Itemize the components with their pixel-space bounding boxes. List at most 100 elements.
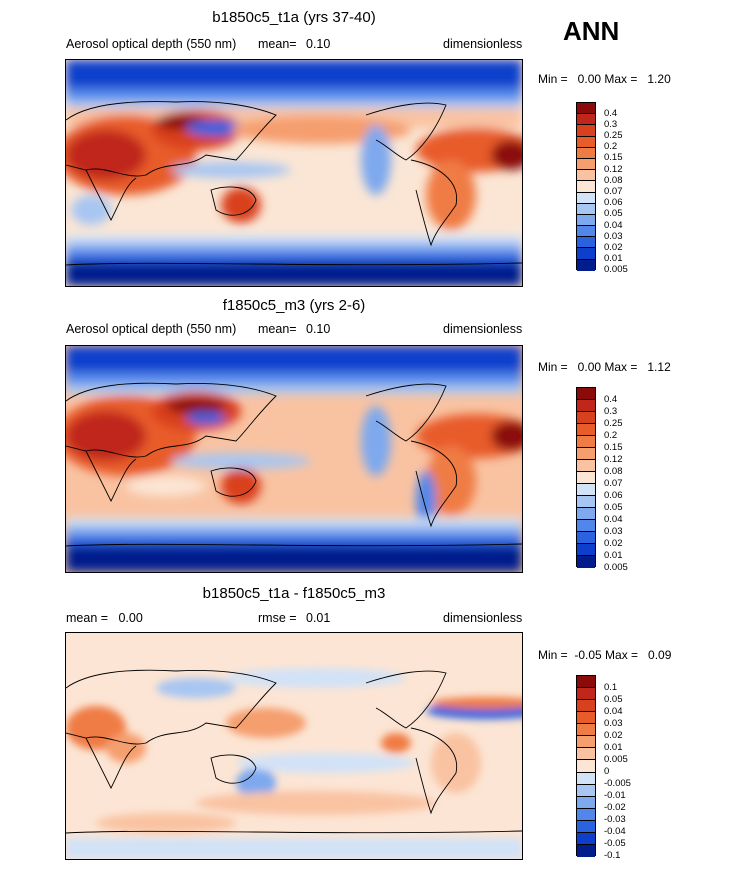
colorbar-tick-label: 0.4	[604, 394, 618, 405]
colorbar-swatch	[577, 772, 595, 785]
colorbar-swatch	[577, 181, 595, 193]
colorbar-swatch	[577, 388, 595, 400]
colorbar-swatch	[577, 520, 595, 532]
colorbar-tick-label: 0.3	[604, 406, 618, 417]
colorbar-swatch	[577, 532, 595, 544]
panel-3-minmax: Min = -0.05 Max = 0.09	[538, 648, 672, 662]
panel-2-variable-label: Aerosol optical depth (550 nm)	[66, 322, 237, 336]
colorbar-tick-label: 0.06	[604, 197, 623, 208]
panel-1-minmax: Min = 0.00 Max = 1.20	[538, 72, 671, 86]
colorbar-tick-label: -0.03	[604, 814, 626, 825]
colorbar-tick-label: 0.01	[604, 550, 623, 561]
colorbar-swatch	[577, 103, 595, 115]
colorbar-swatch	[577, 158, 595, 171]
colorbar-swatch	[577, 844, 595, 857]
colorbar-swatch	[577, 226, 595, 238]
colorbar-tick-label: 0.05	[604, 694, 623, 705]
panel-1-colorbar	[576, 102, 596, 271]
panel-2-heatmap	[66, 346, 522, 572]
colorbar-swatch	[577, 203, 595, 215]
colorbar-swatch	[577, 544, 595, 556]
colorbar-tick-label: 0.005	[604, 562, 628, 573]
panel-2-units: dimensionless	[443, 322, 523, 336]
colorbar-tick-label: 0.07	[604, 478, 623, 489]
panel-1-title: b1850c5_t1a (yrs 37-40)	[212, 9, 376, 26]
colorbar-tick-label: 0.07	[604, 186, 623, 197]
colorbar-tick-label: 0.04	[604, 706, 623, 717]
colorbar-swatch	[577, 214, 595, 227]
colorbar-tick-label: 0.02	[604, 730, 623, 741]
colorbar-swatch	[577, 136, 595, 148]
panel-1-units: dimensionless	[443, 37, 523, 51]
panel-1-map	[65, 59, 523, 287]
colorbar-tick-label: 0.005	[604, 754, 628, 765]
colorbar-tick-label: -0.005	[604, 778, 631, 789]
colorbar-tick-label: 0.4	[604, 108, 618, 119]
colorbar-swatch	[577, 796, 595, 809]
panel-1-heatmap	[66, 60, 522, 286]
colorbar-tick-label: 0.03	[604, 231, 623, 242]
panel-3-units: dimensionless	[443, 611, 523, 625]
panel-3-rmse-value: 0.01	[306, 611, 331, 625]
panel-2-minmax: Min = 0.00 Max = 1.12	[538, 360, 671, 374]
colorbar-tick-label: 0.25	[604, 130, 623, 141]
colorbar-swatch	[577, 237, 595, 249]
colorbar-swatch	[577, 724, 595, 737]
panel-2-colorbar	[576, 387, 596, 568]
colorbar-swatch	[577, 436, 595, 448]
colorbar-tick-label: 0	[604, 766, 610, 777]
panel-1-variable-label: Aerosol optical depth (550 nm)	[66, 37, 237, 51]
season-label: ANN	[563, 16, 620, 46]
panel-2-map	[65, 345, 523, 573]
colorbar-swatch	[577, 760, 595, 773]
colorbar-swatch	[577, 676, 595, 689]
colorbar-swatch	[577, 832, 595, 845]
colorbar-swatch	[577, 688, 595, 701]
colorbar-swatch	[577, 259, 595, 271]
colorbar-tick-label: 0.12	[604, 454, 623, 465]
colorbar-swatch	[577, 400, 595, 412]
colorbar-swatch	[577, 808, 595, 821]
colorbar-swatch	[577, 784, 595, 797]
colorbar-tick-label: 0.04	[604, 514, 623, 525]
colorbar-tick-label: 0.01	[604, 253, 623, 264]
colorbar-tick-label: 0.2	[604, 141, 618, 152]
colorbar-tick-label: 0.15	[604, 152, 623, 163]
colorbar-tick-label: 0.25	[604, 418, 623, 429]
colorbar-tick-label: 0.04	[604, 220, 623, 231]
panel-2-title: f1850c5_m3 (yrs 2-6)	[222, 297, 366, 314]
colorbar-swatch	[577, 448, 595, 460]
colorbar-tick-label: -0.01	[604, 790, 626, 801]
colorbar-swatch	[577, 472, 595, 484]
colorbar-swatch	[577, 712, 595, 725]
colorbar-tick-label: 0.02	[604, 538, 623, 549]
panel-3-mean: mean = 0.00	[66, 611, 143, 625]
colorbar-tick-label: 0.3	[604, 119, 618, 130]
panel-3-heatmap	[66, 633, 522, 859]
colorbar-swatch	[577, 748, 595, 761]
panel-3-rmse-label: rmse =	[258, 611, 297, 625]
colorbar-swatch	[577, 192, 595, 204]
colorbar-tick-label: -0.04	[604, 826, 626, 837]
colorbar-swatch	[577, 424, 595, 436]
colorbar-swatch	[577, 125, 595, 137]
colorbar-swatch	[577, 700, 595, 713]
colorbar-swatch	[577, 460, 595, 472]
colorbar-tick-label: 0.12	[604, 164, 623, 175]
colorbar-swatch	[577, 508, 595, 520]
colorbar-tick-label: 0.1	[604, 682, 618, 693]
colorbar-swatch	[577, 248, 595, 260]
colorbar-tick-label: 0.06	[604, 490, 623, 501]
colorbar-swatch	[577, 484, 595, 496]
colorbar-swatch	[577, 736, 595, 749]
colorbar-tick-label: 0.08	[604, 466, 623, 477]
colorbar-swatch	[577, 114, 595, 126]
colorbar-tick-label: 0.005	[604, 264, 628, 275]
colorbar-tick-label: 0.01	[604, 742, 623, 753]
colorbar-swatch	[577, 147, 595, 159]
colorbar-tick-label: 0.03	[604, 526, 623, 537]
colorbar-tick-label: -0.05	[604, 838, 626, 849]
colorbar-tick-label: -0.1	[604, 850, 621, 861]
colorbar-tick-label: 0.02	[604, 242, 623, 253]
colorbar-tick-label: 0.03	[604, 718, 623, 729]
